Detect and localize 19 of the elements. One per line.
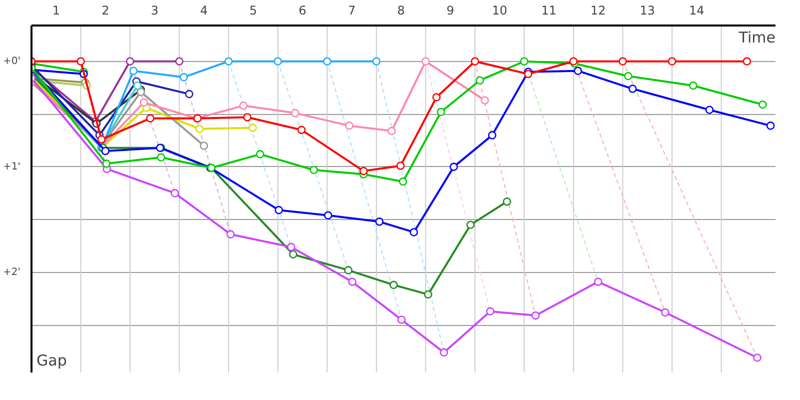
x-tick-label: 4 bbox=[200, 4, 208, 18]
x-tick-label: 2 bbox=[102, 4, 110, 18]
x-tick-label: 6 bbox=[298, 4, 306, 18]
x-tick-label: 11 bbox=[541, 4, 556, 18]
y-tick-label: +0' bbox=[3, 56, 21, 67]
x-tick-label: 14 bbox=[689, 4, 704, 18]
x-tick-label: 8 bbox=[397, 4, 405, 18]
x-tick-label: 12 bbox=[590, 4, 606, 18]
x-tick-label: 3 bbox=[150, 4, 158, 18]
x-tick-label: 5 bbox=[249, 4, 258, 18]
x-tick-label: 9 bbox=[446, 4, 454, 18]
x-tick-label: 10 bbox=[492, 4, 508, 18]
y-axis-title: Gap bbox=[36, 352, 67, 370]
x-tick-label: 1 bbox=[52, 4, 60, 18]
x-tick-label: 13 bbox=[640, 4, 656, 18]
y-tick-label: +2' bbox=[3, 266, 21, 278]
x-tick-label: 7 bbox=[348, 4, 356, 18]
x-axis-title: Time bbox=[738, 28, 776, 46]
y-tick-label: +1' bbox=[3, 161, 21, 172]
